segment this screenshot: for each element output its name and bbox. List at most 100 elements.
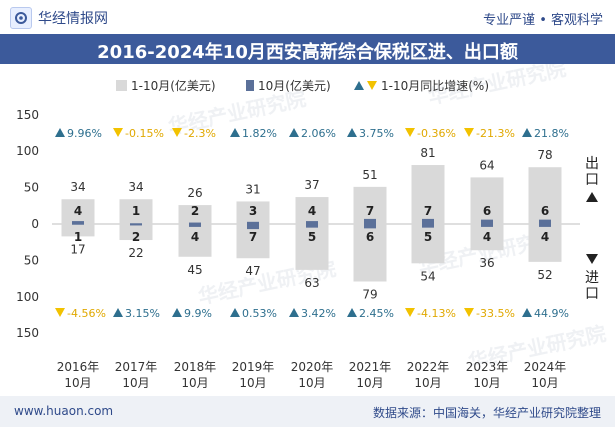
- import-monthly-label: 4: [191, 230, 199, 244]
- x-tick-label-month: 10月: [64, 376, 91, 390]
- up-arrow-icon: [289, 128, 299, 137]
- huajing-logo-icon: [10, 7, 32, 29]
- export-monthly-label: 4: [308, 204, 316, 218]
- down-arrow-icon: [464, 128, 474, 137]
- import-monthly-label: 2: [132, 230, 140, 244]
- import-cumulative-label: 36: [479, 256, 494, 270]
- side-label-import-1: 进: [585, 270, 599, 286]
- down-arrow-icon: [113, 128, 123, 137]
- export-cumulative-label: 78: [537, 148, 552, 162]
- monthly-bar: [422, 218, 434, 228]
- export-monthly-label: 6: [483, 204, 491, 218]
- up-arrow-icon: [55, 128, 65, 137]
- growth-label: 3.15%: [125, 307, 160, 320]
- import-monthly-label: 4: [483, 230, 491, 244]
- growth-label: 3.42%: [301, 307, 336, 320]
- growth-label: 3.75%: [359, 127, 394, 140]
- import-monthly-label: 5: [424, 230, 432, 244]
- import-monthly-label: 5: [308, 230, 316, 244]
- footer: www.huaon.com 数据来源：中国海关，华经产业研究院整理: [0, 396, 615, 427]
- legend-swatch-monthly: [246, 80, 254, 91]
- bars: [61, 165, 562, 282]
- legend-swatch-cumulative: [116, 80, 127, 91]
- export-cumulative-label: 31: [245, 182, 260, 196]
- x-tick-label-month: 10月: [122, 376, 149, 390]
- up-arrow-icon: [522, 128, 532, 137]
- source-note: 数据来源：中国海关，华经产业研究院整理: [372, 406, 601, 420]
- growth-label: -2.3%: [184, 127, 216, 140]
- x-tick-label-year: 2020年: [291, 360, 334, 374]
- y-tick-label: 150: [16, 108, 39, 122]
- export-monthly-label: 7: [366, 204, 374, 218]
- up-arrow-icon: [230, 308, 240, 317]
- legend-label-growth: 1-10月同比增速(%): [381, 79, 489, 93]
- monthly-bar: [189, 222, 201, 227]
- tagline: 专业严谨 • 客观科学: [483, 13, 603, 28]
- growth-label: -4.56%: [67, 307, 106, 320]
- down-arrow-icon: [405, 308, 415, 317]
- export-monthly-label: 7: [424, 204, 432, 218]
- growth-label: 0.53%: [242, 307, 277, 320]
- x-tick-label-month: 10月: [473, 376, 500, 390]
- x-tick-label-month: 10月: [181, 376, 208, 390]
- up-arrow-icon: [172, 308, 182, 317]
- growth-label: 9.96%: [67, 127, 102, 140]
- growth-label: -21.3%: [476, 127, 515, 140]
- cumulative-bar: [528, 167, 562, 262]
- growth-label: 44.9%: [534, 307, 569, 320]
- import-direction-icon: [586, 254, 598, 264]
- website-link[interactable]: www.huaon.com: [14, 404, 114, 418]
- import-cumulative-label: 54: [420, 269, 435, 283]
- down-arrow-icon: [55, 308, 65, 317]
- export-cumulative-label: 26: [187, 186, 202, 200]
- import-cumulative-label: 45: [187, 263, 202, 277]
- monthly-bar: [130, 223, 142, 226]
- legend-down-arrow-icon: [367, 81, 377, 90]
- side-label-export-2: 口: [585, 172, 599, 188]
- export-cumulative-label: 51: [362, 168, 377, 182]
- growth-label: 9.9%: [184, 307, 212, 320]
- cumulative-bar: [119, 199, 153, 241]
- monthly-bar: [72, 221, 84, 225]
- export-cumulative-label: 64: [479, 158, 494, 172]
- monthly-bar: [306, 221, 318, 228]
- monthly-bar: [539, 219, 551, 227]
- x-tick-label-year: 2022年: [407, 360, 450, 374]
- legend-label-monthly: 10月(亿美元): [258, 78, 331, 93]
- growth-label: 1.82%: [242, 127, 277, 140]
- y-tick-label: 150: [16, 326, 39, 340]
- import-monthly-label: 4: [541, 230, 549, 244]
- x-tick-label-month: 10月: [414, 376, 441, 390]
- chart-title: 2016-2024年10月西安高新综合保税区进、出口额: [97, 42, 518, 63]
- export-monthly-label: 2: [191, 204, 199, 218]
- growth-label: -33.5%: [476, 307, 515, 320]
- export-cumulative-label: 37: [304, 178, 319, 192]
- y-tick-label: 100: [16, 144, 39, 158]
- cumulative-bar: [411, 165, 445, 264]
- y-tick-label: 0: [31, 217, 39, 231]
- growth-label: -0.36%: [417, 127, 456, 140]
- growth-label: 21.8%: [534, 127, 569, 140]
- export-monthly-label: 1: [132, 204, 140, 218]
- export-cumulative-label: 34: [128, 180, 143, 194]
- down-arrow-icon: [405, 128, 415, 137]
- export-monthly-label: 6: [541, 204, 549, 218]
- up-arrow-icon: [522, 308, 532, 317]
- up-arrow-icon: [113, 308, 123, 317]
- export-cumulative-label: 34: [70, 180, 85, 194]
- monthly-bar: [364, 218, 376, 229]
- title-bar: 2016-2024年10月西安高新综合保税区进、出口额: [0, 34, 615, 64]
- x-tick-label-year: 2016年: [57, 360, 100, 374]
- cumulative-bar: [178, 205, 212, 257]
- import-cumulative-label: 17: [70, 242, 85, 256]
- monthly-bar: [481, 219, 493, 227]
- side-label-import-2: 口: [585, 286, 599, 302]
- growth-label: 2.45%: [359, 307, 394, 320]
- x-tick-label-month: 10月: [356, 376, 383, 390]
- labels: 3417419.96%-4.56%2016年10月342212-0.15%3.1…: [55, 127, 569, 390]
- import-monthly-label: 7: [249, 230, 257, 244]
- export-direction-icon: [586, 192, 598, 202]
- down-arrow-icon: [464, 308, 474, 317]
- up-arrow-icon: [347, 128, 357, 137]
